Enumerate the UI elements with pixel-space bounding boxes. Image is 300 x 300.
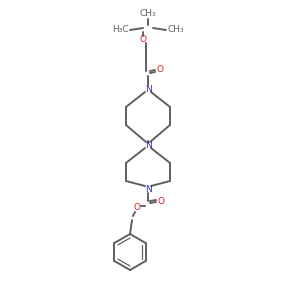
- Text: N: N: [145, 140, 152, 149]
- Text: CH₃: CH₃: [168, 26, 184, 34]
- Text: H₃C: H₃C: [112, 26, 128, 34]
- Text: O: O: [157, 65, 164, 74]
- Text: CH₃: CH₃: [140, 10, 156, 19]
- Text: O: O: [140, 35, 146, 44]
- Text: N: N: [145, 184, 152, 194]
- Text: O: O: [134, 203, 140, 212]
- Text: O: O: [158, 196, 164, 206]
- Text: N: N: [145, 85, 152, 94]
